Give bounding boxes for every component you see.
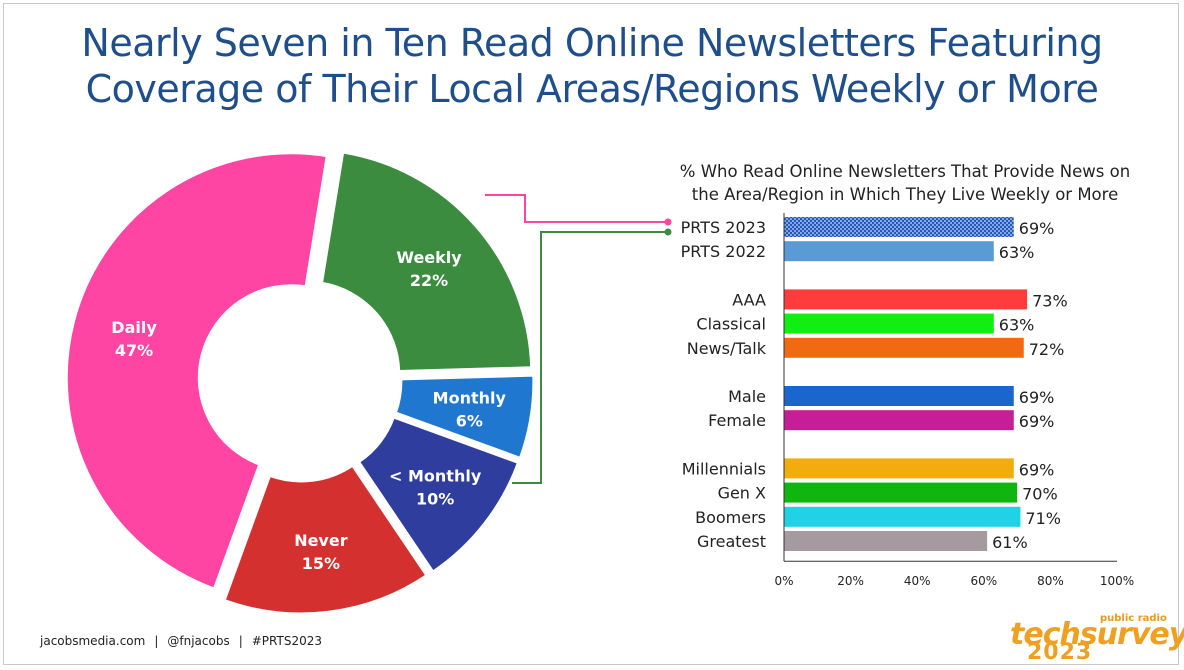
donut-slice-never xyxy=(222,463,429,616)
bar-value-label: 61% xyxy=(992,533,1028,552)
bar-value-label: 71% xyxy=(1025,509,1061,528)
bar-boomers xyxy=(784,506,1021,527)
bar-category-label: Greatest xyxy=(697,532,766,551)
bar-female xyxy=(784,410,1014,431)
bar-value-label: 69% xyxy=(1019,412,1055,431)
bar-chart-title-line-2: the Area/Region in Which They Live Weekl… xyxy=(691,185,1119,204)
footer-handle: @fnjacobs xyxy=(167,634,230,648)
donut-slice-label: < Monthly xyxy=(389,467,482,486)
bar-x-tick-label: 0% xyxy=(774,574,793,588)
bar-gen-x xyxy=(784,482,1018,503)
bar-category-label: Male xyxy=(728,387,766,406)
footer-separator: | xyxy=(238,634,243,648)
donut-slice-label: Daily xyxy=(111,318,157,337)
title-line-1: Nearly Seven in Ten Read Online Newslett… xyxy=(81,21,1103,65)
bar-x-tick-label: 80% xyxy=(1037,574,1064,588)
bar-category-label: PRTS 2023 xyxy=(681,218,766,237)
bar-category-label: AAA xyxy=(732,290,766,309)
daily-connector-dot xyxy=(664,218,672,226)
donut-slice-value: 47% xyxy=(115,341,153,360)
bar-category-label: Gen X xyxy=(718,484,766,503)
bar-category-label: News/Talk xyxy=(687,339,767,358)
bar-aaa xyxy=(784,289,1028,310)
bar-chart-title: % Who Read Online Newsletters That Provi… xyxy=(665,160,1145,206)
bar-prts-2022 xyxy=(784,241,994,262)
bar-value-label: 73% xyxy=(1032,291,1068,310)
footer-credits: jacobsmedia.com | @fnjacobs | #PRTS2023 xyxy=(40,634,322,648)
donut-slice-label: Monthly xyxy=(433,388,507,407)
footer-hashtag: #PRTS2023 xyxy=(251,634,322,648)
bar-chart-title-line-1: % Who Read Online Newsletters That Provi… xyxy=(679,162,1131,181)
donut-slice-monthly xyxy=(393,373,536,461)
bar-value-label: 69% xyxy=(1019,219,1055,238)
bar-category-label: PRTS 2022 xyxy=(681,242,766,261)
bar-x-tick-label: 60% xyxy=(970,574,997,588)
donut-slice-value: 10% xyxy=(416,490,454,509)
donut-chart: Daily 47% Weekly 22% Monthly 6% < Monthly 10% Ne… xyxy=(64,150,536,616)
techsurvey-logo: public radio techsurvey 2023 xyxy=(1000,612,1184,666)
bar-value-label: 63% xyxy=(999,243,1035,262)
bar-value-label: 70% xyxy=(1022,485,1058,504)
bar-value-label: 72% xyxy=(1029,340,1065,359)
bar-news-talk xyxy=(784,337,1024,358)
donut-slice-value: 22% xyxy=(410,271,448,290)
daily-connector-line xyxy=(485,194,668,223)
donut-slice-monthly xyxy=(356,415,521,575)
donut-slice-weekly xyxy=(319,150,534,374)
bar-male xyxy=(784,386,1014,406)
bar-category-label: Classical xyxy=(696,315,766,334)
footer-separator: | xyxy=(154,634,159,648)
donut-slice-value: 15% xyxy=(302,554,340,573)
footer-site: jacobsmedia.com xyxy=(40,634,146,648)
bar-x-tick-label: 100% xyxy=(1100,574,1134,588)
logo-name: techsurvey xyxy=(1010,617,1184,652)
donut-slice-label: Weekly xyxy=(396,248,462,267)
bar-value-label: 69% xyxy=(1019,460,1055,479)
bar-chart: PRTS 2023 69% PRTS 2022 63% AAA 73% Classical 6… xyxy=(681,213,1134,588)
bar-category-label: Female xyxy=(708,411,766,430)
bar-greatest xyxy=(784,531,988,551)
donut-slice-daily xyxy=(64,151,329,592)
bar-x-tick-label: 20% xyxy=(837,574,864,588)
bar-category-label: Boomers xyxy=(695,508,766,527)
bar-value-label: 69% xyxy=(1019,388,1055,407)
bar-x-tick-label: 40% xyxy=(904,574,931,588)
weekly-connector-dot xyxy=(664,228,672,236)
title-line-2: Coverage of Their Local Areas/Regions We… xyxy=(85,67,1099,111)
bar-prts-2023 xyxy=(784,217,1014,237)
bar-category-label: Millennials xyxy=(682,459,766,478)
weekly-connector-line xyxy=(512,231,668,484)
bar-millennials xyxy=(784,458,1014,479)
donut-slice-value: 6% xyxy=(456,411,483,430)
logo-tag: public radio xyxy=(1100,613,1167,624)
bar-value-label: 63% xyxy=(999,316,1035,335)
slide-title: Nearly Seven in Ten Read Online Newslett… xyxy=(0,20,1184,112)
donut-slice-label: Never xyxy=(294,531,348,550)
bar-classical xyxy=(784,313,994,334)
slide-frame xyxy=(3,3,1179,665)
logo-year: 2023 xyxy=(1027,640,1093,665)
connector-lines xyxy=(485,194,672,484)
